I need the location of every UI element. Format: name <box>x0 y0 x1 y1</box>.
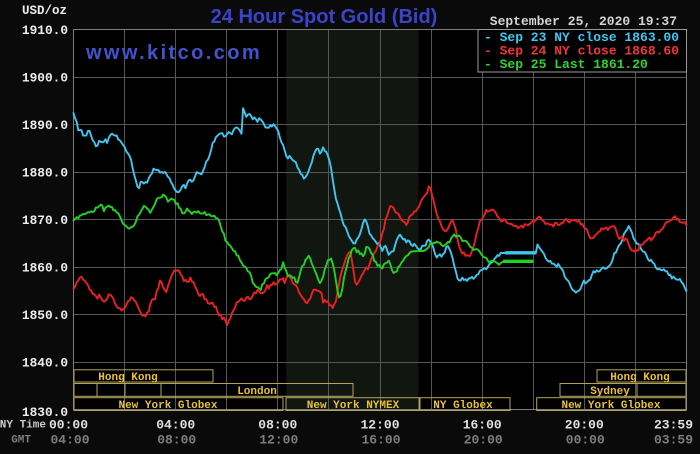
svg-text:08:00: 08:00 <box>258 418 297 433</box>
svg-text:04:00: 04:00 <box>156 418 195 433</box>
svg-text:03:59: 03:59 <box>654 433 693 448</box>
svg-text:1910.0: 1910.0 <box>22 23 68 38</box>
svg-text:23:59: 23:59 <box>654 418 693 433</box>
svg-text:16:00: 16:00 <box>361 433 400 448</box>
svg-text:GMT: GMT <box>11 435 31 447</box>
svg-text:- Sep 23 NY close 1863.00: - Sep 23 NY close 1863.00 <box>484 30 679 45</box>
svg-text:1830.0: 1830.0 <box>22 405 68 420</box>
svg-text:London: London <box>237 386 277 398</box>
svg-text:- Sep 24 NY close 1868.60: - Sep 24 NY close 1868.60 <box>484 44 679 59</box>
svg-text:24 Hour Spot Gold (Bid): 24 Hour Spot Gold (Bid) <box>211 6 438 28</box>
svg-text:New York Globex: New York Globex <box>561 400 660 412</box>
svg-text:1840.0: 1840.0 <box>22 355 68 370</box>
svg-text:New York NYMEX: New York NYMEX <box>307 400 400 412</box>
svg-text:12:00: 12:00 <box>360 418 399 433</box>
svg-text:1900.0: 1900.0 <box>22 70 68 85</box>
svg-text:Hong Kong: Hong Kong <box>98 372 157 384</box>
svg-text:04:00: 04:00 <box>50 433 89 448</box>
svg-text:Hong Kong: Hong Kong <box>610 372 669 384</box>
svg-text:1880.0: 1880.0 <box>22 165 68 180</box>
svg-text:USD/oz: USD/oz <box>22 4 67 18</box>
svg-text:1890.0: 1890.0 <box>22 118 68 133</box>
svg-text:16:00: 16:00 <box>463 418 502 433</box>
svg-text:12:00: 12:00 <box>259 433 298 448</box>
svg-text:1870.0: 1870.0 <box>22 213 68 228</box>
svg-text:1860.0: 1860.0 <box>22 260 68 275</box>
svg-text:September 25, 2020 19:37: September 25, 2020 19:37 <box>490 14 677 29</box>
svg-text:1850.0: 1850.0 <box>22 308 68 323</box>
svg-text:20:00: 20:00 <box>464 433 503 448</box>
svg-text:NY Globex: NY Globex <box>433 400 493 412</box>
svg-text:New York Globex: New York Globex <box>118 400 217 412</box>
svg-text:NY Time: NY Time <box>0 420 46 432</box>
svg-text:- Sep 25 Last 1861.20: - Sep 25 Last 1861.20 <box>484 57 648 72</box>
svg-text:20:00: 20:00 <box>565 418 604 433</box>
svg-text:Sydney: Sydney <box>590 386 630 398</box>
svg-text:00:00: 00:00 <box>566 433 605 448</box>
svg-text:08:00: 08:00 <box>157 433 196 448</box>
svg-text:www.kitco.com: www.kitco.com <box>85 42 262 64</box>
svg-text:00:00: 00:00 <box>49 418 88 433</box>
